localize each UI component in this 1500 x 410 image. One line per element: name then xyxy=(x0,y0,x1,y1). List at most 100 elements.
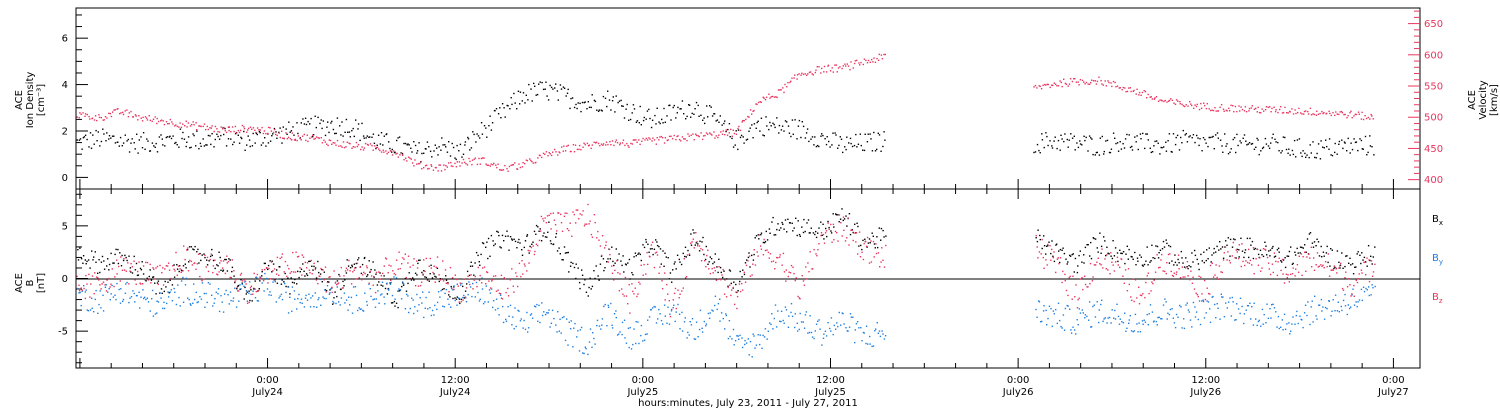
by-point xyxy=(94,298,96,301)
bz-point xyxy=(832,223,835,226)
by-point xyxy=(854,341,856,344)
velocity-point xyxy=(791,77,793,79)
velocity-point xyxy=(1310,114,1313,116)
bx-point xyxy=(556,250,559,252)
velocity-point xyxy=(692,133,694,135)
by-point xyxy=(352,286,355,288)
by-point xyxy=(593,337,595,340)
bx-point xyxy=(1183,266,1186,268)
bz-point xyxy=(368,282,370,284)
velocity-point xyxy=(313,138,315,140)
bz-point xyxy=(453,288,455,291)
bz-point xyxy=(618,290,621,292)
velocity-point xyxy=(180,126,183,129)
by-point xyxy=(401,281,404,283)
bz-point xyxy=(81,289,83,291)
bz-point xyxy=(187,270,190,272)
velocity-point xyxy=(149,119,151,122)
bz-point xyxy=(405,276,407,279)
density-point xyxy=(1221,145,1223,147)
bz-point xyxy=(1355,279,1357,282)
velocity-point xyxy=(117,108,119,110)
bx-point xyxy=(85,263,87,265)
bz-point xyxy=(1113,270,1116,272)
density-point xyxy=(612,96,614,98)
velocity-point xyxy=(1033,86,1035,88)
density-point xyxy=(451,142,453,145)
velocity-point xyxy=(171,121,173,123)
bz-point xyxy=(1117,264,1119,266)
density-point xyxy=(1081,144,1083,146)
bz-point xyxy=(546,215,549,217)
by-point xyxy=(384,303,386,305)
density-point xyxy=(596,109,598,111)
bz-point xyxy=(435,266,437,268)
bz-point xyxy=(374,291,377,294)
bz-point xyxy=(661,288,664,290)
by-point xyxy=(1320,298,1323,301)
density-point xyxy=(1331,154,1334,157)
bx-point xyxy=(383,275,385,277)
density-point xyxy=(142,132,145,134)
by-point xyxy=(1046,324,1048,326)
by-point xyxy=(1084,317,1086,319)
velocity-point xyxy=(1217,110,1220,112)
density-point xyxy=(662,122,664,124)
velocity-point xyxy=(1096,80,1099,83)
bz-point xyxy=(1165,272,1167,275)
density-label-line2: Ion Density xyxy=(25,72,36,129)
velocity-point xyxy=(202,125,204,128)
bz-point xyxy=(735,291,737,293)
bz-point xyxy=(1232,241,1234,244)
density-point xyxy=(448,141,450,143)
bx-point xyxy=(784,219,787,221)
by-point xyxy=(604,303,606,306)
by-point xyxy=(1257,320,1260,323)
bz-point xyxy=(182,270,184,272)
bz-point xyxy=(324,266,327,268)
bx-point xyxy=(410,279,413,281)
density-point xyxy=(1151,151,1154,153)
bx-point xyxy=(1062,247,1064,249)
bx-point xyxy=(494,243,496,245)
velocity-point xyxy=(416,163,418,165)
velocity-point xyxy=(1068,83,1071,85)
by-point xyxy=(1328,300,1330,302)
bx-point xyxy=(1180,250,1182,253)
bz-point xyxy=(1184,267,1187,269)
density-point xyxy=(336,117,339,119)
bx-point xyxy=(873,243,876,245)
bx-point xyxy=(1232,238,1235,240)
velocity-point xyxy=(265,132,267,135)
by-point xyxy=(499,294,502,296)
bx-point xyxy=(546,236,548,238)
by-point xyxy=(276,278,279,280)
velocity-point xyxy=(765,96,768,98)
bx-point xyxy=(135,262,138,265)
bz-point xyxy=(655,251,658,253)
density-point xyxy=(305,123,308,126)
bx-point xyxy=(575,263,577,265)
bx-point xyxy=(524,240,527,242)
density-point xyxy=(728,123,731,125)
bz-point xyxy=(1345,271,1347,273)
bx-point xyxy=(883,236,885,238)
density-point xyxy=(829,146,831,148)
by-point xyxy=(817,320,819,322)
bx-point xyxy=(267,268,269,271)
density-point xyxy=(96,140,98,142)
by-point xyxy=(1295,314,1297,317)
bz-point xyxy=(705,266,707,268)
density-point xyxy=(442,144,444,146)
velocity-point xyxy=(1168,99,1171,102)
bx-point xyxy=(621,264,623,267)
bz-point xyxy=(98,279,100,281)
velocity-point xyxy=(110,115,113,118)
bx-point xyxy=(869,242,871,244)
by-point xyxy=(170,289,172,291)
bx-point xyxy=(1121,252,1123,255)
bz-point xyxy=(385,258,388,260)
velocity-point xyxy=(1339,111,1341,113)
by-point xyxy=(601,318,604,320)
by-point xyxy=(849,313,852,315)
